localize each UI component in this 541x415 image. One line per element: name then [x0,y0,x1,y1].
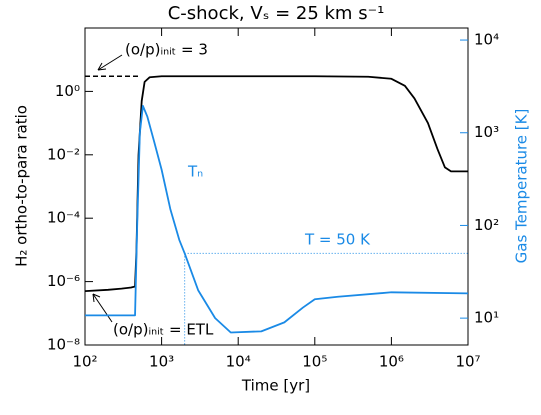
x-tick-label: 10⁶ [379,353,404,371]
x-tick-label: 10⁵ [302,353,327,371]
series-label: Tₙ [187,163,203,181]
annotation: (o/p)ᵢₙᵢₜ = 3 [125,41,208,59]
annotation: T = 50 K [304,231,371,249]
y-tick-label: 10⁻⁴ [47,209,80,227]
y-tick-label: 10⁻² [47,145,80,163]
arrow [92,293,113,323]
data-line [85,104,469,334]
x-tick-label: 10⁴ [226,353,251,371]
arrow-head [97,62,107,71]
x-tick-label: 10³ [149,353,174,371]
y2-tick-label: 10³ [474,123,499,141]
chart-title: C-shock, Vₛ = 25 km s⁻¹ [168,3,385,24]
annotation: (o/p)ᵢₙᵢₜ = ETL [113,321,214,339]
y2-tick-label: 10² [474,216,499,234]
y2-axis-label: Gas Temperature [K] [513,109,531,264]
x-tick-label: 10⁷ [455,353,480,371]
y-tick-label: 10⁰ [55,82,80,100]
y2-tick-label: 10¹ [474,309,499,327]
y-tick-label: 10⁻⁸ [47,336,80,354]
plot-frame [84,27,469,346]
y-axis-label: H₂ ortho-to-para ratio [13,105,31,267]
arrow [97,54,123,71]
data-line [84,75,468,293]
x-tick-label: 10² [72,353,97,371]
y2-tick-label: 10⁴ [474,31,499,49]
x-axis-label: Time [yr] [241,377,310,395]
y-tick-label: 10⁻⁶ [47,272,80,290]
arrow-head [92,293,101,303]
